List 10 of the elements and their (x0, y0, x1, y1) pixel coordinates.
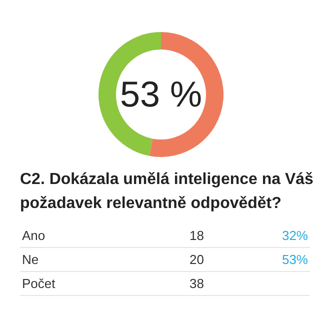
text: 53 % (120, 73, 202, 114)
text: C2. Dokázala umělá inteligence na Váš požadavek relevantně odpovědět? (20, 170, 314, 214)
text: Počet (20, 272, 142, 296)
text: 38 (142, 272, 206, 296)
text: 18 (142, 224, 206, 248)
text: Ne (20, 248, 142, 272)
text: 20 (142, 248, 206, 272)
text: Ano (20, 224, 142, 248)
text: 32% (206, 224, 310, 248)
text: 53% (206, 248, 310, 272)
